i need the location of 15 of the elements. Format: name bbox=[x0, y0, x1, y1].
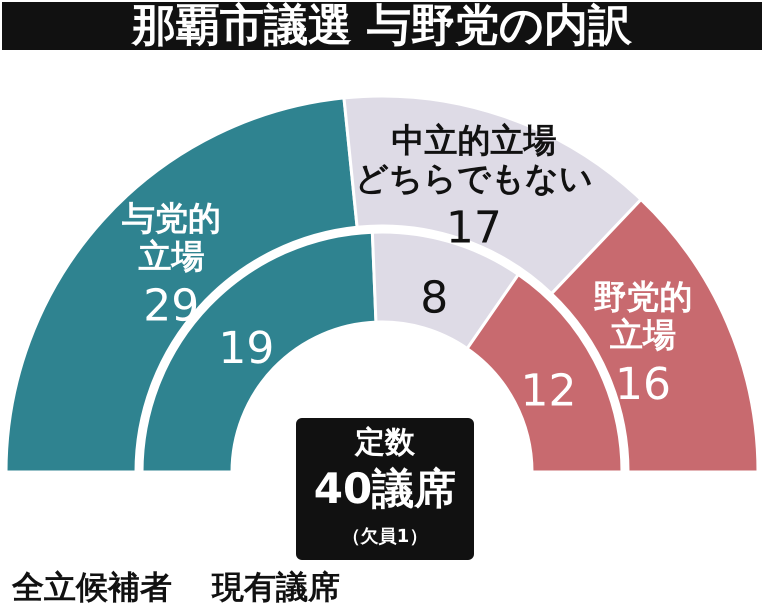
slice-label: 全立候補者 bbox=[11, 568, 172, 606]
text: 40議席 bbox=[314, 464, 456, 513]
slice-label: 与党的立場 bbox=[120, 198, 221, 276]
text: 定数 bbox=[354, 425, 416, 460]
text: （欠員1） bbox=[342, 526, 428, 547]
data-label: 8 bbox=[420, 272, 448, 324]
slice-label: 現有議席 bbox=[211, 568, 340, 606]
slice-label: 野党的立場 bbox=[593, 277, 692, 354]
data-label: 19 bbox=[218, 322, 274, 374]
data-label: 12 bbox=[520, 366, 576, 417]
slice-label: 中立的立場どちらでもない bbox=[354, 120, 593, 198]
data-label: 17 bbox=[446, 202, 502, 254]
data-label: 29 bbox=[143, 280, 200, 332]
data-label: 16 bbox=[614, 359, 671, 410]
chart-title: 那覇市議選 与野党の内訳 bbox=[130, 0, 634, 51]
